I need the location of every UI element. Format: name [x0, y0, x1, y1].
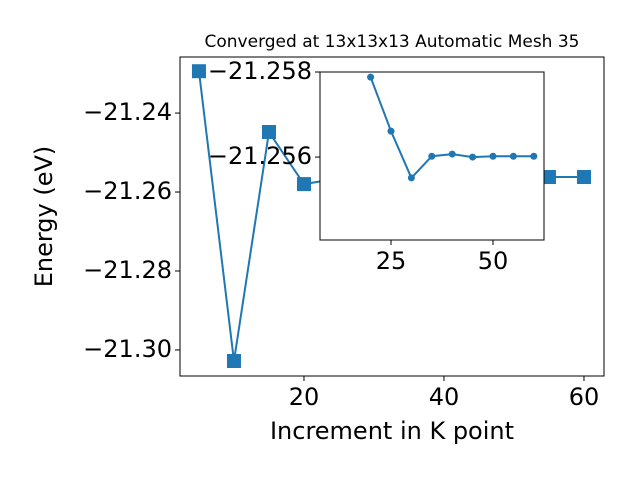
marker [530, 152, 538, 160]
x-tick-label: 20 [289, 383, 320, 411]
marker [469, 153, 477, 161]
y-axis-label: Energy (eV) [30, 146, 58, 288]
y-tick-label: −21.256 [208, 142, 312, 170]
x-tick-label: 40 [429, 383, 460, 411]
marker [226, 353, 241, 368]
axes-frame [179, 56, 605, 377]
y-tick-label: −21.30 [83, 335, 172, 363]
x-tick-label: 60 [569, 383, 600, 411]
marker [489, 152, 497, 160]
marker [428, 152, 436, 160]
marker [407, 174, 415, 182]
x-tick-label: 25 [376, 247, 407, 275]
y-tick-label: −21.24 [83, 98, 172, 126]
marker [576, 170, 591, 185]
marker [367, 73, 375, 81]
axes-frame [319, 71, 545, 241]
y-tick-label: −21.26 [83, 177, 172, 205]
x-axis-label: Increment in K point [270, 417, 514, 445]
marker [191, 64, 206, 79]
x-tick-label: 50 [478, 247, 509, 275]
y-tick-label: −21.28 [83, 256, 172, 284]
marker [261, 125, 276, 140]
marker [296, 177, 311, 192]
chart-title: Converged at 13x13x13 Automatic Mesh 35 [205, 32, 580, 52]
marker [387, 127, 395, 135]
marker [509, 152, 517, 160]
marker [448, 150, 456, 158]
y-tick-label: −21.258 [208, 57, 312, 85]
marker [541, 170, 556, 185]
